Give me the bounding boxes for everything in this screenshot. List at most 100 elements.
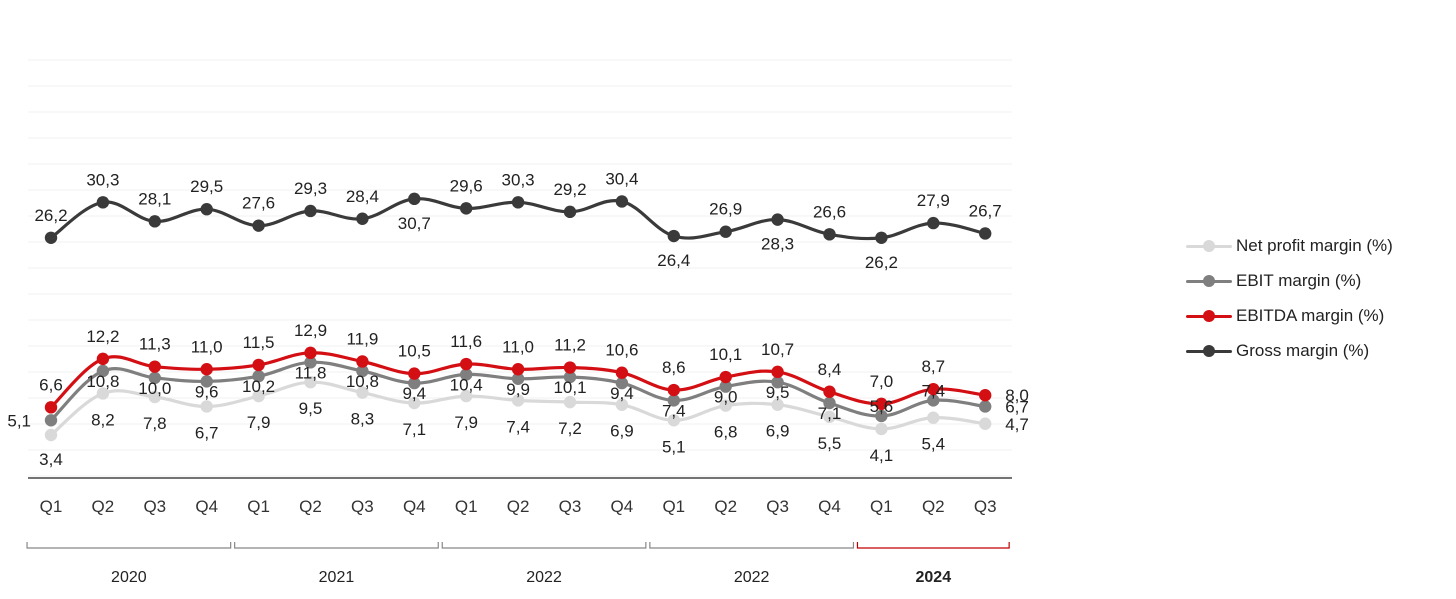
point-ebitda — [719, 370, 732, 384]
data-label-gross: 27,6 — [242, 194, 275, 213]
point-gross — [511, 196, 525, 209]
data-label-gross: 28,3 — [761, 235, 794, 254]
year-label: 2022 — [526, 569, 562, 586]
point-ebit — [356, 364, 369, 378]
data-label-ebitda: 10,7 — [761, 340, 794, 359]
data-label-ebitda: 8,6 — [662, 358, 686, 377]
point-gross — [356, 212, 369, 225]
year-group-2024: 2024 — [856, 542, 1010, 586]
data-label-net-profit: 8,3 — [351, 410, 375, 429]
point-ebitda — [44, 401, 58, 414]
x-tick-label: Q3 — [766, 497, 789, 516]
data-label-ebitda: 10,6 — [605, 341, 638, 360]
data-label-net-profit: 5,1 — [662, 437, 686, 456]
data-label-ebit: 7,4 — [662, 401, 686, 420]
data-label-net-profit: 5,5 — [818, 434, 842, 453]
point-net-profit — [96, 387, 110, 400]
data-label-ebit: 10,8 — [86, 372, 119, 391]
point-net-profit — [148, 390, 161, 404]
year-group-2021: 2021 — [234, 542, 439, 586]
point-gross — [667, 229, 680, 243]
data-label-ebit: 9,5 — [766, 383, 790, 402]
x-tick-label: Q3 — [974, 497, 997, 516]
point-gross — [719, 225, 732, 238]
data-label-ebit: 10,2 — [242, 377, 275, 396]
year-label: 2020 — [111, 569, 147, 586]
point-net-profit — [44, 428, 58, 442]
legend-swatch-gross — [1186, 343, 1232, 359]
x-tick-label: Q4 — [818, 497, 841, 516]
data-label-gross: 29,6 — [450, 176, 483, 195]
point-net-profit — [719, 399, 732, 412]
data-label-gross: 29,3 — [294, 179, 327, 198]
data-label-gross: 29,5 — [190, 177, 223, 196]
point-gross — [823, 228, 836, 241]
x-tick-label: Q2 — [714, 497, 737, 516]
data-label-net-profit: 7,2 — [558, 419, 582, 438]
data-label-net-profit: 4,7 — [1005, 415, 1029, 434]
point-ebitda — [771, 365, 784, 379]
point-gross — [252, 219, 265, 232]
data-label-gross: 30,3 — [86, 170, 119, 189]
point-ebit — [719, 380, 732, 393]
series-ebit — [44, 356, 992, 427]
point-net-profit — [200, 400, 213, 413]
point-ebit — [96, 364, 110, 378]
data-label-ebit: 5,6 — [870, 397, 894, 416]
data-label-ebitda: 11,9 — [346, 329, 378, 348]
data-label-net-profit: 3,4 — [39, 450, 63, 469]
legend-label-ebitda: EBITDA margin (%) — [1236, 305, 1385, 325]
data-label-ebitda: 11,5 — [243, 333, 275, 352]
point-ebitda — [252, 358, 265, 372]
point-ebitda — [979, 389, 992, 402]
data-label-ebitda: 11,3 — [139, 335, 171, 354]
point-net-profit — [304, 376, 317, 389]
point-gross — [96, 196, 110, 209]
data-label-gross: 28,1 — [138, 189, 171, 208]
data-label-gross: 29,2 — [553, 180, 586, 199]
point-ebit — [148, 371, 161, 385]
data-label-ebitda: 7,0 — [870, 372, 894, 391]
year-label: 2022 — [734, 569, 770, 586]
legend-item-ebit: EBIT margin (%) — [1186, 263, 1393, 298]
data-label-ebitda: 8,4 — [818, 360, 842, 379]
data-label-ebit: 10,8 — [346, 372, 379, 391]
point-ebit — [44, 414, 58, 427]
data-label-ebit: 7,1 — [818, 404, 842, 423]
point-gross — [979, 227, 992, 240]
point-ebitda — [563, 361, 577, 374]
point-ebit — [252, 369, 265, 383]
legend: Net profit margin (%) EBIT margin (%) EB… — [1186, 228, 1393, 368]
point-ebitda — [823, 385, 836, 398]
data-label-ebit: 5,1 — [7, 411, 31, 430]
point-net-profit — [511, 394, 525, 407]
x-tick-label: Q3 — [143, 497, 166, 516]
point-ebitda — [96, 352, 110, 366]
year-bracket — [26, 542, 232, 549]
series-layer — [44, 192, 992, 442]
year-bracket — [234, 542, 439, 549]
data-label-ebitda: 10,1 — [709, 345, 742, 364]
x-tick-label: Q2 — [507, 497, 530, 516]
point-ebitda — [927, 382, 940, 396]
data-label-gross: 26,2 — [865, 253, 898, 272]
point-ebitda — [356, 355, 369, 368]
point-ebitda — [667, 383, 680, 397]
data-label-gross: 30,7 — [398, 214, 431, 233]
data-label-net-profit: 6,8 — [714, 423, 738, 442]
series-gross — [44, 192, 992, 244]
point-ebit — [460, 368, 473, 381]
x-tick-label: Q4 — [611, 497, 634, 516]
point-gross — [148, 215, 161, 228]
x-tick-label: Q2 — [299, 497, 322, 516]
point-net-profit — [252, 389, 265, 403]
data-label-net-profit: 7,4 — [506, 417, 530, 436]
data-label-net-profit: 7,9 — [454, 413, 478, 432]
year-label: 2021 — [319, 569, 355, 586]
point-ebitda — [408, 367, 421, 380]
data-label-gross: 26,7 — [969, 201, 1002, 220]
point-gross — [44, 231, 58, 244]
data-label-ebitda: 11,0 — [191, 337, 223, 356]
data-label-gross: 26,2 — [34, 206, 67, 225]
data-label-ebit: 6,7 — [1005, 397, 1029, 416]
